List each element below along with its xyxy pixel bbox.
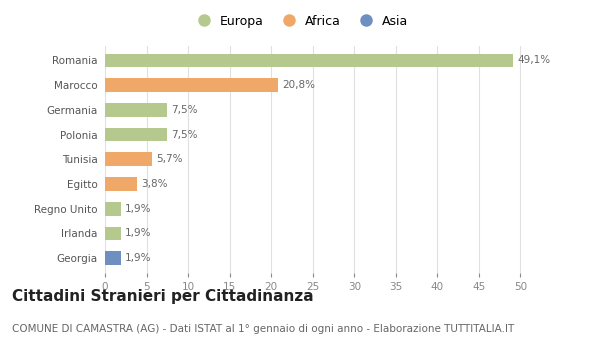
Bar bbox=[105, 78, 278, 92]
Bar bbox=[105, 227, 121, 240]
Bar bbox=[105, 153, 152, 166]
Legend: Europa, Africa, Asia: Europa, Africa, Asia bbox=[187, 10, 413, 33]
Bar bbox=[105, 177, 137, 191]
Text: 3,8%: 3,8% bbox=[141, 179, 167, 189]
Text: COMUNE DI CAMASTRA (AG) - Dati ISTAT al 1° gennaio di ogni anno - Elaborazione T: COMUNE DI CAMASTRA (AG) - Dati ISTAT al … bbox=[12, 324, 514, 334]
Text: 1,9%: 1,9% bbox=[125, 204, 151, 214]
Text: 49,1%: 49,1% bbox=[517, 55, 550, 65]
Bar bbox=[105, 128, 167, 141]
Text: 5,7%: 5,7% bbox=[157, 154, 183, 164]
Text: 7,5%: 7,5% bbox=[172, 130, 198, 140]
Bar bbox=[105, 251, 121, 265]
Bar bbox=[105, 103, 167, 117]
Text: 20,8%: 20,8% bbox=[282, 80, 315, 90]
Text: 1,9%: 1,9% bbox=[125, 253, 151, 263]
Bar bbox=[105, 54, 513, 67]
Text: 1,9%: 1,9% bbox=[125, 229, 151, 238]
Text: Cittadini Stranieri per Cittadinanza: Cittadini Stranieri per Cittadinanza bbox=[12, 289, 314, 304]
Text: 7,5%: 7,5% bbox=[172, 105, 198, 115]
Bar bbox=[105, 202, 121, 216]
